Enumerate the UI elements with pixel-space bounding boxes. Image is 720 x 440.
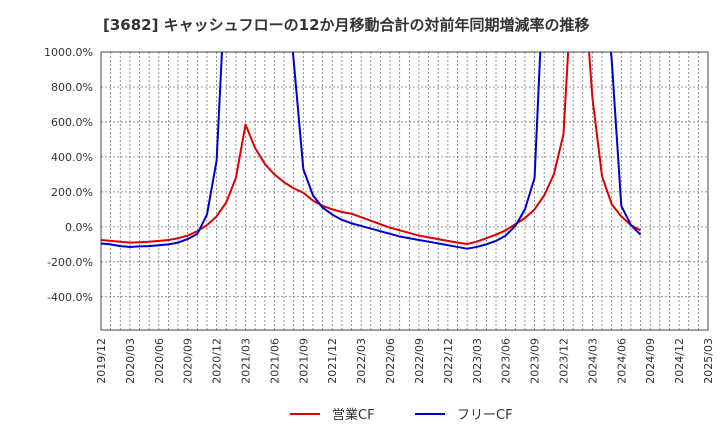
x-tick-label: 2023/03 <box>471 338 484 384</box>
series-line-free-cf <box>101 52 642 250</box>
x-tick-label: 2020/06 <box>153 338 166 384</box>
chart-title: [3682] キャッシュフローの12か月移動合計の対前年同期増減率の推移 <box>103 16 590 34</box>
y-tick-label: 200.0% <box>51 186 93 199</box>
x-tick-label: 2020/09 <box>182 338 195 384</box>
x-tick-label: 2024/06 <box>615 338 628 384</box>
x-tick-label: 2021/06 <box>268 338 281 384</box>
x-tick-label: 2023/09 <box>529 338 542 384</box>
y-tick-label: 0.0% <box>65 221 93 234</box>
y-tick-label: 600.0% <box>51 116 93 129</box>
x-tick-label: 2023/06 <box>500 338 513 384</box>
series-layer <box>101 52 642 250</box>
y-tick-label: 400.0% <box>51 151 93 164</box>
x-tick-label: 2021/12 <box>326 338 339 384</box>
x-tick-label: 2025/03 <box>702 338 715 384</box>
x-tick-label: 2023/12 <box>557 338 570 384</box>
x-tick-label: 2021/03 <box>240 338 253 384</box>
x-tick-label: 2024/12 <box>673 338 686 384</box>
plot-frame <box>100 51 709 331</box>
x-tick-label: 2019/12 <box>95 338 108 384</box>
y-axis-ticks: 1000.0% 800.0% 600.0% 400.0% 200.0% 0.0% -200.… <box>44 46 93 304</box>
y-tick-label: 800.0% <box>51 81 93 94</box>
x-tick-label: 2022/06 <box>384 338 397 384</box>
x-tick-label: 2024/03 <box>586 338 599 384</box>
x-tick-label: 2020/03 <box>124 338 137 384</box>
x-tick-label: 2022/12 <box>442 338 455 384</box>
x-axis-ticks: 2019/12 2020/03 2020/06 2020/09 2020/12 2021/… <box>95 338 715 384</box>
legend-label: 営業CF <box>332 407 375 423</box>
y-tick-label: 1000.0% <box>44 46 93 59</box>
legend-label: フリーCF <box>457 408 513 423</box>
series-line-operating-cf <box>101 52 642 245</box>
y-tick-label: -200.0% <box>47 256 93 269</box>
x-tick-label: 2021/09 <box>297 338 310 384</box>
plot-area <box>101 52 708 330</box>
y-tick-label: -400.0% <box>47 291 93 304</box>
x-tick-label: 2020/12 <box>211 338 224 384</box>
x-tick-label: 2022/03 <box>355 338 368 384</box>
legend: 営業CF フリーCF <box>290 407 513 423</box>
x-tick-label: 2024/09 <box>644 338 657 384</box>
x-tick-label: 2022/09 <box>413 338 426 384</box>
